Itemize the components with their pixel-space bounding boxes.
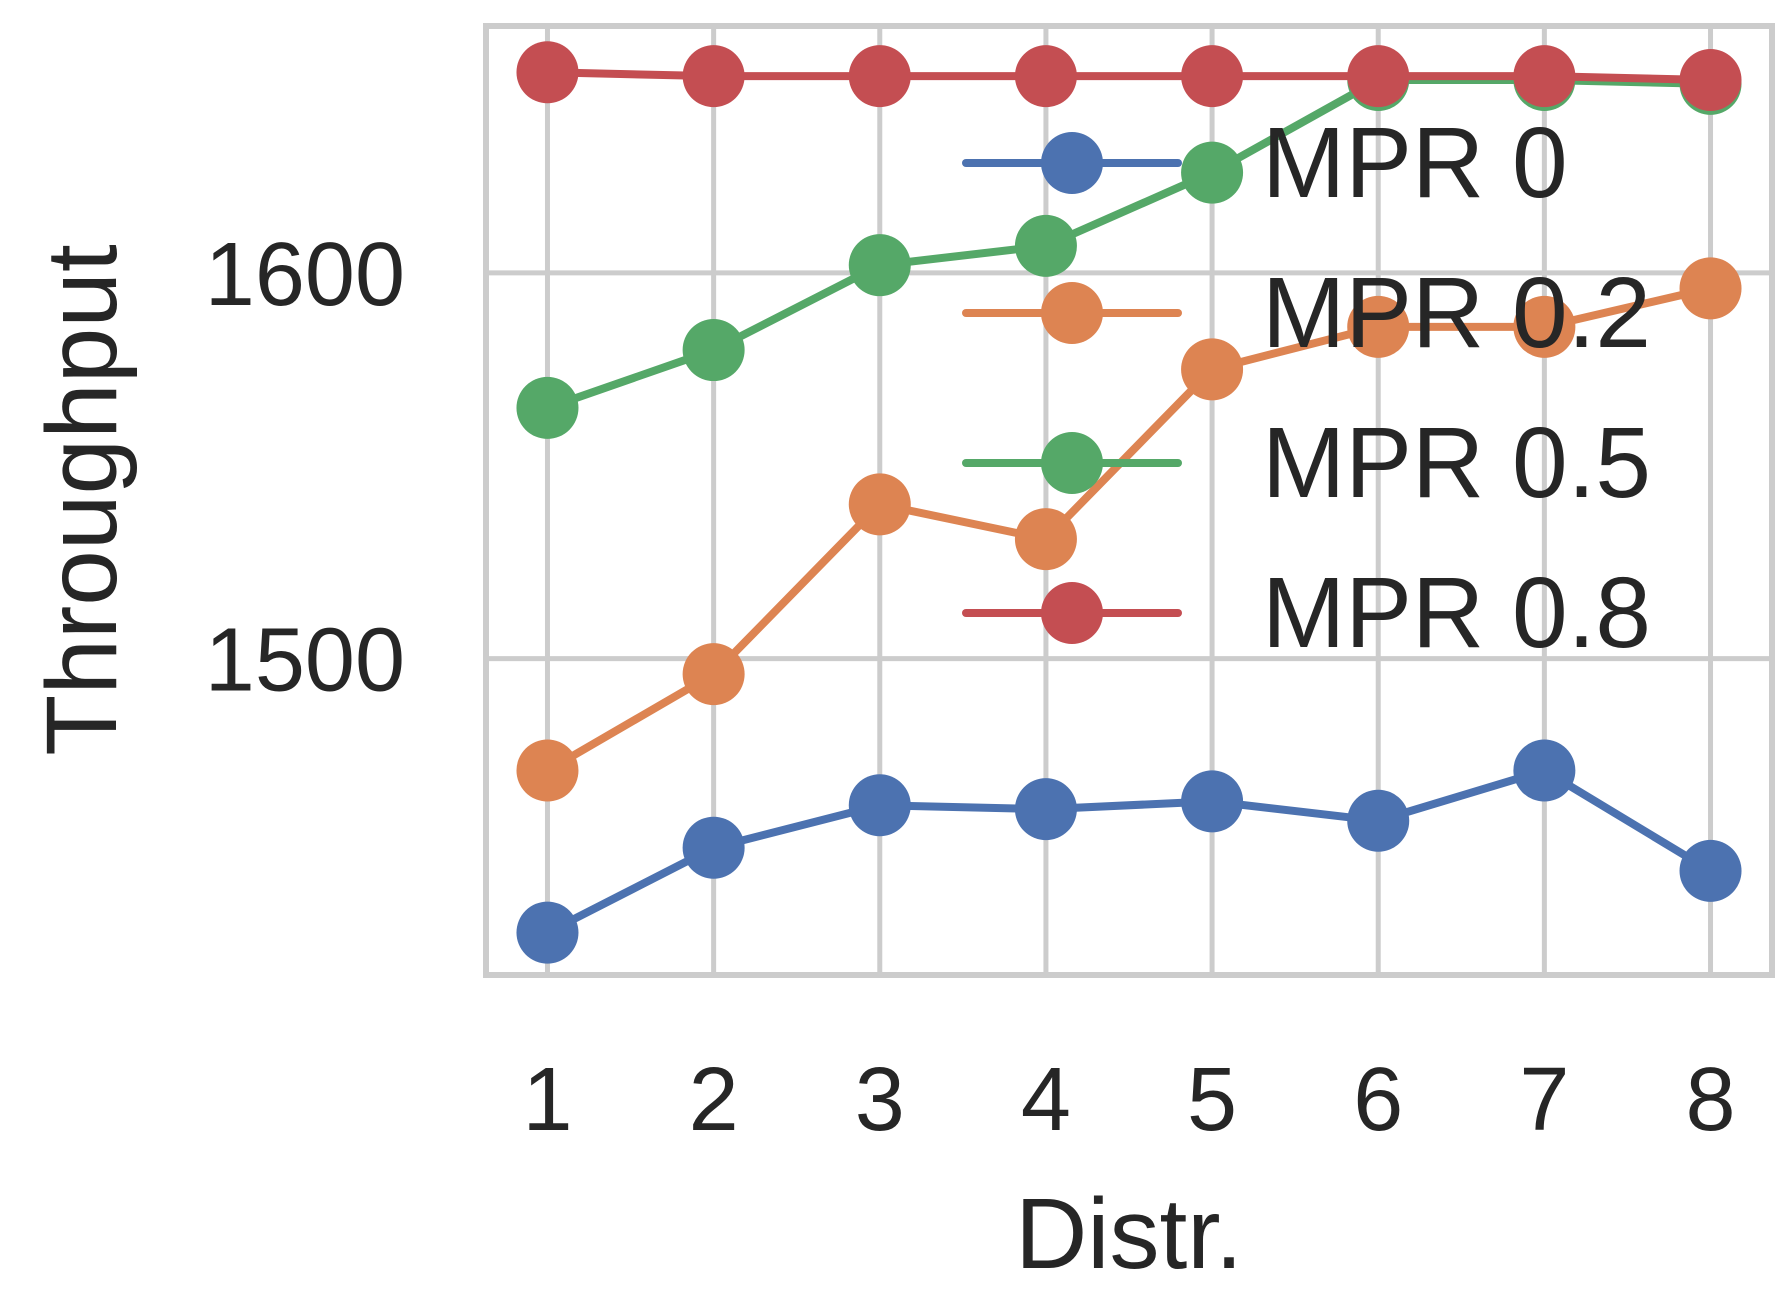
x-tick-label-2: 2 [689, 1050, 739, 1150]
x-tick-label-1: 1 [522, 1050, 572, 1150]
series-1 [516, 257, 1742, 802]
x-tick-label-7: 7 [1519, 1050, 1569, 1150]
data-point-3-1 [516, 41, 579, 104]
grid [486, 26, 1772, 975]
data-point-3-7 [1513, 45, 1576, 108]
data-point-2-1 [516, 376, 579, 439]
data-point-0-5 [1181, 770, 1244, 833]
legend-item-0: MPR 0 [962, 107, 1568, 219]
y-tick-label-1500: 1500 [205, 611, 405, 711]
legend-label-0: MPR 0 [1262, 107, 1568, 219]
series-3 [516, 41, 1742, 112]
legend-label-2: MPR 0.5 [1262, 407, 1651, 519]
x-tick-label-8: 8 [1685, 1050, 1735, 1150]
data-point-3-2 [682, 45, 745, 108]
data-point-1-1 [516, 739, 579, 802]
data-point-1-7 [1513, 295, 1576, 358]
data-point-1-4 [1014, 508, 1077, 571]
data-point-1-5 [1181, 338, 1244, 401]
data-point-3-8 [1679, 49, 1742, 112]
legend-item-1: MPR 0.2 [962, 257, 1651, 369]
series-0 [516, 739, 1742, 964]
y-axis-ticks: 1500 1600 [205, 225, 405, 711]
legend: MPR 0 MPR 0.2 MPR 0.5 MPR 0.8 [962, 107, 1651, 669]
legend-label-3: MPR 0.8 [1262, 557, 1651, 669]
x-axis-label: Distr. [1015, 1178, 1243, 1290]
legend-marker-3 [1041, 582, 1103, 644]
data-point-0-2 [682, 816, 745, 879]
data-point-3-6 [1347, 45, 1410, 108]
data-point-0-6 [1347, 789, 1410, 852]
data-point-0-8 [1679, 839, 1742, 902]
data-point-0-3 [848, 774, 911, 837]
series-layer [516, 41, 1742, 964]
data-point-3-3 [848, 45, 911, 108]
data-point-0-7 [1513, 739, 1576, 802]
data-point-2-4 [1014, 214, 1077, 277]
legend-label-1: MPR 0.2 [1262, 257, 1651, 369]
data-point-3-4 [1014, 45, 1077, 108]
legend-marker-0 [1041, 132, 1103, 194]
legend-item-2: MPR 0.5 [962, 407, 1651, 519]
data-point-1-3 [848, 473, 911, 536]
data-point-2-3 [848, 234, 911, 297]
y-axis-label: Throughput [26, 244, 138, 756]
data-point-1-6 [1347, 295, 1410, 358]
legend-marker-1 [1041, 282, 1103, 344]
plot-frame [483, 23, 1775, 978]
x-tick-label-6: 6 [1353, 1050, 1403, 1150]
legend-marker-2 [1041, 432, 1103, 494]
data-point-3-5 [1181, 45, 1244, 108]
data-point-0-1 [516, 901, 579, 964]
data-point-1-2 [682, 643, 745, 706]
data-point-2-5 [1181, 141, 1244, 204]
x-tick-label-3: 3 [855, 1050, 905, 1150]
data-point-2-2 [682, 319, 745, 382]
x-tick-label-4: 4 [1021, 1050, 1071, 1150]
y-tick-label-1600: 1600 [205, 225, 405, 325]
x-axis-ticks: 1 2 3 4 5 6 7 8 [522, 1050, 1735, 1150]
legend-item-3: MPR 0.8 [962, 557, 1651, 669]
x-tick-label-5: 5 [1187, 1050, 1237, 1150]
data-point-0-4 [1014, 778, 1077, 841]
data-point-1-8 [1679, 257, 1742, 320]
